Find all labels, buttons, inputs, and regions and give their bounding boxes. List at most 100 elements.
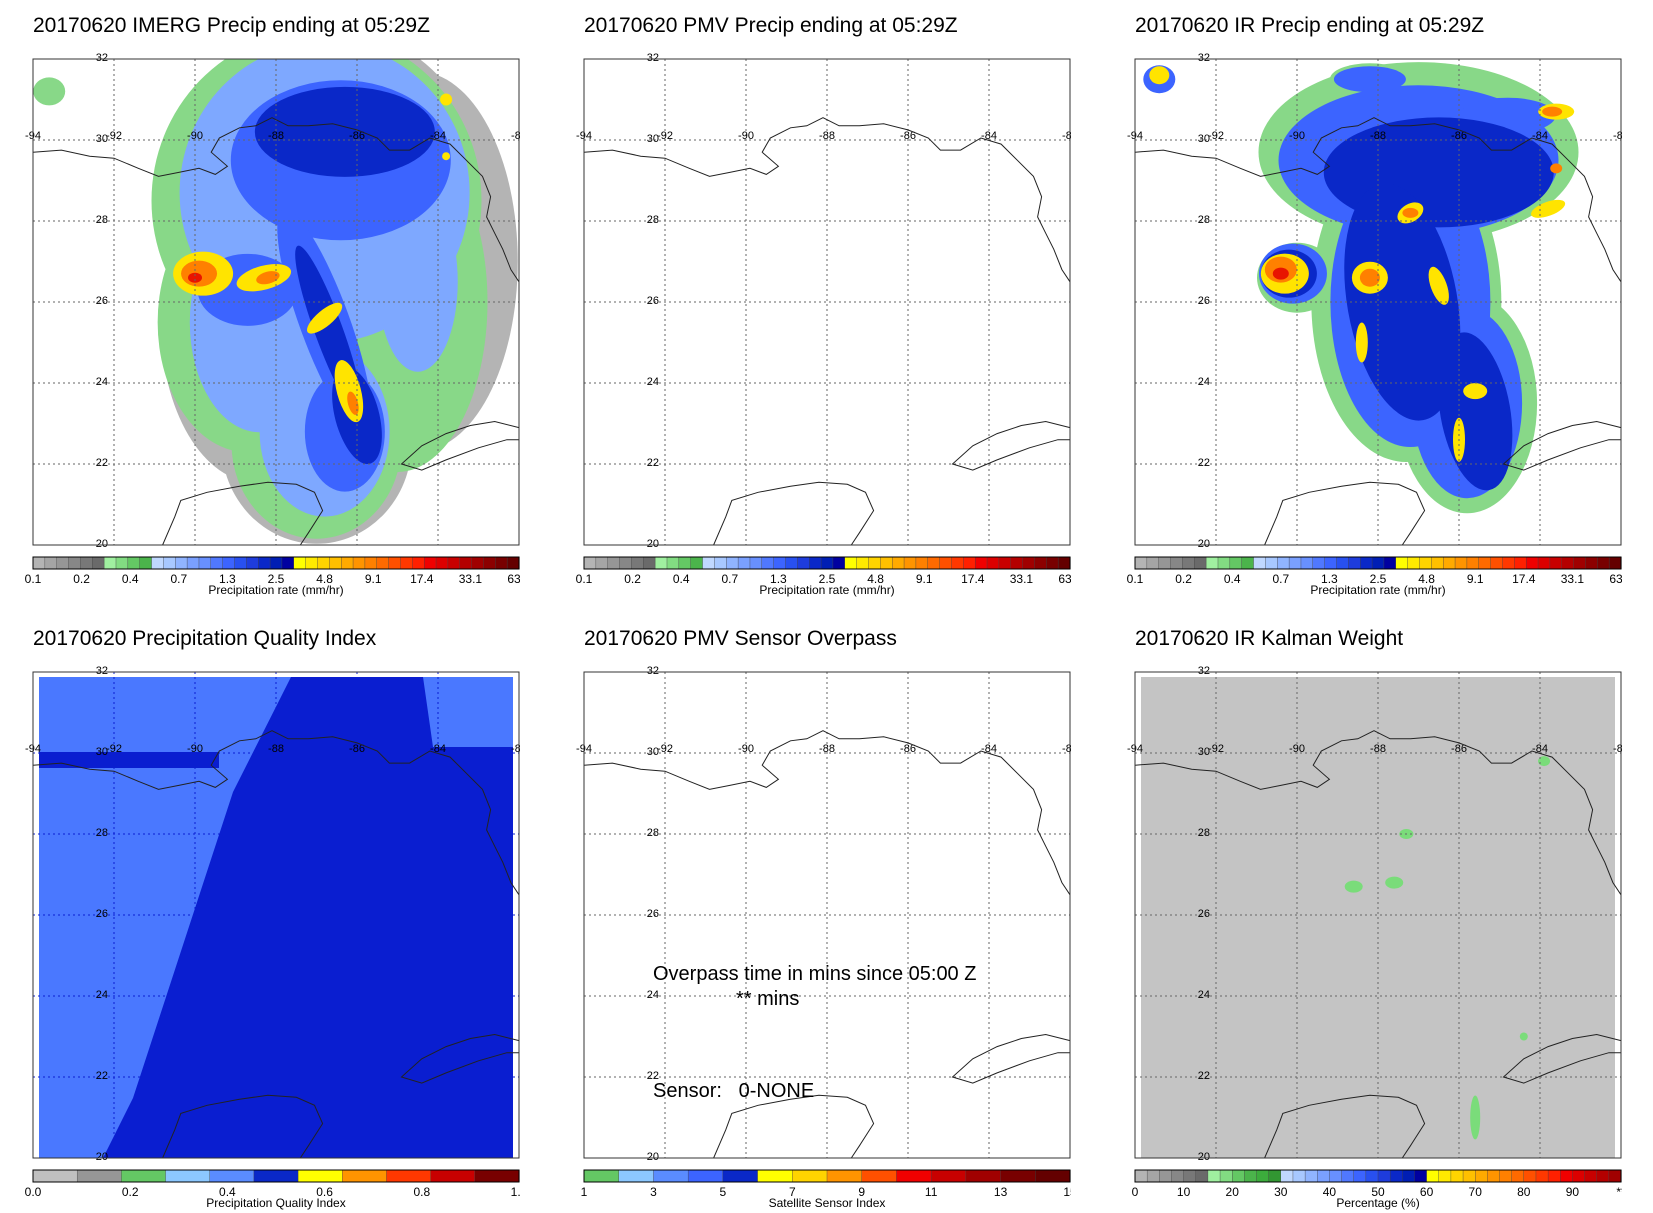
colorbar-swatch	[844, 556, 858, 570]
colorbar: 0.1 0.2 0.4 0.7 1.3 2.5 4.8 9.1 17.4 33.1 63.1	[1127, 556, 1622, 586]
panel-title: 20170620 IR Precip ending at 05:29Z	[1135, 14, 1485, 37]
lat-tick-label: 20	[647, 1151, 659, 1163]
colorbar-swatch	[773, 556, 787, 570]
lat-tick-label: 20	[96, 538, 108, 550]
colorbar-swatch	[471, 556, 485, 570]
pqi-band	[39, 752, 219, 768]
colorbar-swatch	[103, 556, 117, 570]
lat-tick-label: 24	[96, 376, 108, 388]
colorbar-label: Precipitation rate (mm/hr)	[208, 583, 344, 597]
lon-tick-label: -82	[1062, 743, 1071, 755]
lat-tick-label: 24	[647, 989, 659, 1001]
colorbar-swatch	[258, 556, 271, 570]
colorbar-tick-label: 15	[1063, 1185, 1071, 1199]
colorbar-swatch	[305, 556, 319, 570]
lat-tick-label: 24	[1198, 989, 1210, 1001]
coastline	[1264, 1094, 1426, 1159]
colorbar-swatch	[1046, 556, 1059, 570]
colorbar-swatch	[792, 1169, 828, 1183]
coastline	[713, 1094, 875, 1159]
colorbar-swatch	[1389, 1169, 1403, 1183]
lat-tick-label: 30	[1198, 746, 1210, 758]
map-grid: -94-92-90-88-86-84-8232302826242220	[576, 52, 1071, 550]
colorbar-tick-label: 0.4	[1224, 572, 1241, 586]
coastline	[1264, 481, 1426, 546]
colorbar-swatch	[868, 556, 881, 570]
colorbar-swatch	[861, 1169, 898, 1183]
colorbar-swatch	[1426, 1169, 1440, 1183]
coastline	[583, 117, 1071, 283]
colorbar-swatch	[856, 556, 870, 570]
colorbar-swatch	[1478, 556, 1492, 570]
colorbar-swatch	[619, 556, 633, 570]
precip-cell	[440, 93, 453, 106]
lat-tick-label: 24	[1198, 376, 1210, 388]
lat-tick-label: 26	[96, 295, 108, 307]
lon-tick-label: -92	[106, 743, 122, 755]
precip-cell	[377, 191, 458, 372]
colorbar-swatch	[1365, 1169, 1379, 1183]
colorbar-swatch	[654, 556, 668, 570]
colorbar-swatch	[412, 556, 425, 570]
colorbar-swatch	[388, 556, 402, 570]
colorbar-swatch	[253, 1169, 299, 1183]
precip-cell	[442, 152, 451, 161]
colorbar-label: Precipitation rate (mm/hr)	[1310, 583, 1446, 597]
colorbar-swatch	[1414, 1169, 1428, 1183]
colorbar-swatch	[595, 556, 609, 570]
lat-tick-label: 22	[647, 1070, 659, 1082]
lon-tick-label: -82	[1062, 130, 1071, 142]
colorbar-tick-label: 0.2	[1175, 572, 1192, 586]
colorbar-swatch	[115, 556, 129, 570]
colorbar-swatch	[1183, 1169, 1197, 1183]
colorbar-frame	[32, 1169, 520, 1183]
coastline	[1502, 1033, 1622, 1084]
colorbar-tick-label: 9.1	[365, 572, 382, 586]
colorbar-swatch	[998, 556, 1012, 570]
colorbar-swatch	[1292, 1169, 1306, 1183]
colorbar-swatch	[1288, 556, 1302, 570]
precip-cell	[347, 391, 359, 415]
colorbar-tick-label: 1.3	[219, 572, 236, 586]
lon-tick-label: -92	[106, 130, 122, 142]
colorbar-swatch	[1596, 1169, 1610, 1183]
precip-cell	[1272, 267, 1289, 280]
colorbar-swatch	[139, 556, 153, 570]
lat-tick-label: 32	[96, 52, 108, 64]
colorbar-swatch	[1549, 556, 1563, 570]
colorbar-swatch	[1241, 556, 1255, 570]
colorbar-swatch	[342, 1169, 388, 1183]
colorbar-swatch	[974, 556, 988, 570]
colorbar-swatch	[447, 556, 461, 570]
colorbar-swatch	[1134, 1169, 1148, 1183]
colorbar-swatch	[1523, 1169, 1537, 1183]
precip-cell	[188, 272, 202, 283]
lat-tick-label: 32	[96, 665, 108, 677]
colorbar-swatch	[1438, 1169, 1452, 1183]
panel-title: 20170620 PMV Precip ending at 05:29Z	[584, 14, 958, 37]
colorbar-swatch	[1348, 556, 1361, 570]
precip-cell	[1542, 106, 1563, 117]
colorbar-swatch	[281, 556, 295, 570]
lat-tick-label: 30	[96, 746, 108, 758]
colorbar-swatch	[269, 556, 283, 570]
precip-cell	[1344, 880, 1363, 893]
colorbar-swatch	[1450, 1169, 1464, 1183]
colorbar-swatch	[1573, 556, 1587, 570]
colorbar-swatch	[121, 1169, 167, 1183]
lon-tick-label: -88	[819, 130, 835, 142]
colorbar-swatch	[1034, 556, 1047, 570]
colorbar-swatch	[714, 556, 727, 570]
panel-imerg-precip: 20170620 IMERG Precip ending at 05:29Z -…	[0, 0, 520, 600]
colorbar-label: Precipitation Quality Index	[206, 1196, 346, 1210]
coastline	[400, 1033, 520, 1084]
colorbar-swatch	[891, 556, 905, 570]
map-grid: -94-92-90-88-86-84-8232302826242220	[1127, 665, 1622, 1163]
colorbar-swatch	[1256, 1169, 1270, 1183]
lat-tick-label: 26	[1198, 295, 1210, 307]
colorbar-tick-label: 33.1	[459, 572, 483, 586]
lon-tick-label: -92	[1208, 743, 1224, 755]
colorbar-swatch	[1511, 1169, 1525, 1183]
colorbar-swatch	[896, 1169, 932, 1183]
colorbar-swatch	[198, 556, 212, 570]
